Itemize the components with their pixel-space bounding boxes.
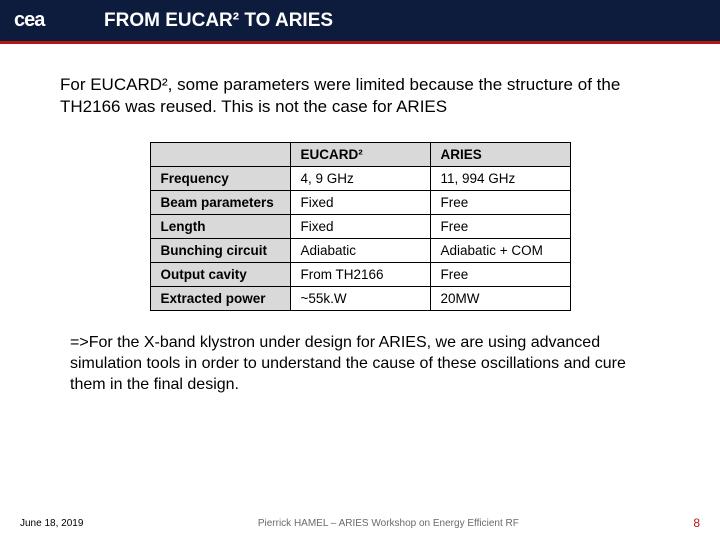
footer-center: Pierrick HAMEL – ARIES Workshop on Energ… — [83, 518, 693, 529]
table-header-cell: EUCARD² — [290, 143, 430, 167]
logo: cea — [14, 9, 74, 32]
footer-date: June 18, 2019 — [20, 518, 83, 529]
table-row: Bunching circuit Adiabatic Adiabatic + C… — [150, 239, 570, 263]
table-cell: Fixed — [290, 215, 430, 239]
row-header: Length — [150, 215, 290, 239]
table-header-cell — [150, 143, 290, 167]
table-cell: Free — [430, 215, 570, 239]
table-header-cell: ARIES — [430, 143, 570, 167]
table-cell: Free — [430, 191, 570, 215]
table-row: Output cavity From TH2166 Free — [150, 263, 570, 287]
table-row: Beam parameters Fixed Free — [150, 191, 570, 215]
row-header: Output cavity — [150, 263, 290, 287]
row-header: Frequency — [150, 167, 290, 191]
row-header: Extracted power — [150, 287, 290, 311]
slide-footer: June 18, 2019 Pierrick HAMEL – ARIES Wor… — [0, 516, 720, 530]
table-cell: ~55k.W — [290, 287, 430, 311]
table-cell: Adiabatic + COM — [430, 239, 570, 263]
table-cell: 11, 994 GHz — [430, 167, 570, 191]
row-header: Beam parameters — [150, 191, 290, 215]
outro-paragraph: =>For the X-band klystron under design f… — [60, 333, 660, 395]
slide-header: cea FROM EUCAR² TO ARIES — [0, 0, 720, 44]
table-cell: From TH2166 — [290, 263, 430, 287]
table-cell: 4, 9 GHz — [290, 167, 430, 191]
table-cell: Adiabatic — [290, 239, 430, 263]
slide-content: For EUCARD², some parameters were limite… — [0, 44, 720, 396]
slide-title: FROM EUCAR² TO ARIES — [104, 10, 333, 32]
row-header: Bunching circuit — [150, 239, 290, 263]
table-row: Length Fixed Free — [150, 215, 570, 239]
table-row: Extracted power ~55k.W 20MW — [150, 287, 570, 311]
table-header-row: EUCARD² ARIES — [150, 143, 570, 167]
table-cell: 20MW — [430, 287, 570, 311]
table-container: EUCARD² ARIES Frequency 4, 9 GHz 11, 994… — [60, 142, 660, 311]
comparison-table: EUCARD² ARIES Frequency 4, 9 GHz 11, 994… — [150, 142, 571, 311]
table-cell: Fixed — [290, 191, 430, 215]
table-cell: Free — [430, 263, 570, 287]
page-number: 8 — [693, 516, 700, 530]
intro-paragraph: For EUCARD², some parameters were limite… — [60, 74, 660, 118]
table-row: Frequency 4, 9 GHz 11, 994 GHz — [150, 167, 570, 191]
